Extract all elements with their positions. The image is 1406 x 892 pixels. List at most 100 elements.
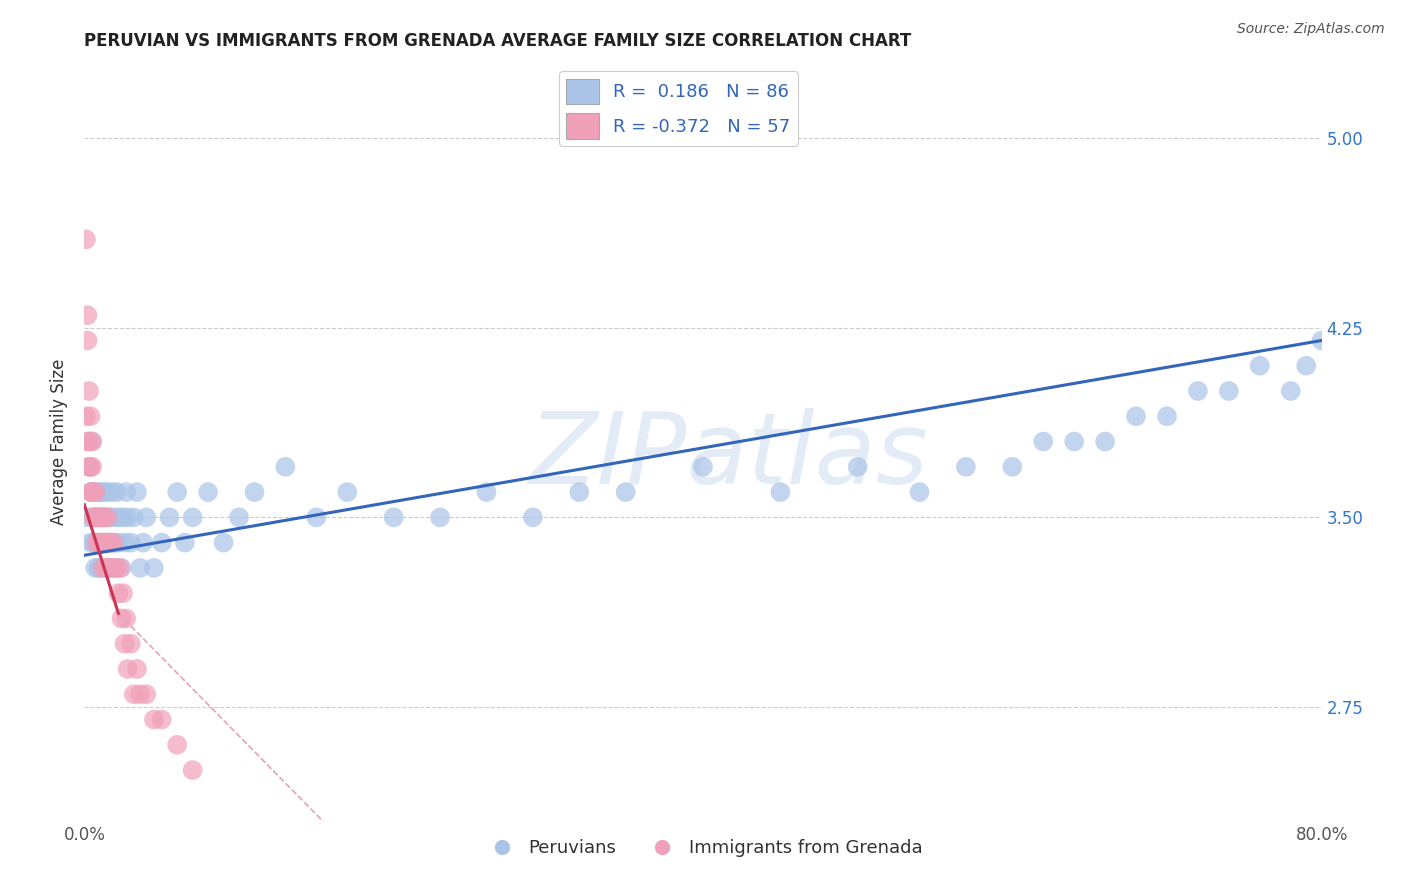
Point	[86, 510, 108, 524]
Point	[94, 535, 117, 549]
Point	[243, 485, 266, 500]
Point	[1125, 409, 1147, 424]
Point	[143, 561, 166, 575]
Point	[117, 510, 139, 524]
Point	[105, 561, 128, 575]
Point	[96, 561, 118, 575]
Point	[110, 561, 132, 575]
Point	[429, 510, 451, 524]
Point	[955, 459, 977, 474]
Point	[908, 485, 931, 500]
Point	[692, 459, 714, 474]
Point	[1249, 359, 1271, 373]
Point	[336, 485, 359, 500]
Point	[82, 459, 104, 474]
Point	[181, 763, 204, 777]
Point	[90, 535, 112, 549]
Y-axis label: Average Family Size: Average Family Size	[51, 359, 69, 524]
Point	[82, 485, 104, 500]
Point	[94, 561, 117, 575]
Point	[76, 434, 98, 449]
Point	[86, 535, 108, 549]
Point	[166, 738, 188, 752]
Point	[87, 510, 110, 524]
Point	[115, 485, 138, 500]
Point	[1218, 384, 1240, 398]
Point	[87, 535, 110, 549]
Point	[98, 535, 121, 549]
Point	[79, 409, 101, 424]
Point	[305, 510, 328, 524]
Point	[94, 510, 117, 524]
Point	[143, 713, 166, 727]
Point	[86, 535, 108, 549]
Point	[522, 510, 544, 524]
Point	[89, 535, 111, 549]
Point	[212, 535, 235, 549]
Point	[150, 535, 173, 549]
Point	[100, 510, 122, 524]
Point	[90, 510, 112, 524]
Point	[114, 637, 136, 651]
Point	[103, 535, 125, 549]
Point	[120, 535, 142, 549]
Point	[104, 561, 127, 575]
Point	[76, 308, 98, 322]
Point	[1187, 384, 1209, 398]
Point	[75, 232, 97, 246]
Point	[82, 434, 104, 449]
Point	[84, 510, 107, 524]
Point	[117, 662, 139, 676]
Point	[1032, 434, 1054, 449]
Point	[108, 561, 131, 575]
Legend: Peruvians, Immigrants from Grenada: Peruvians, Immigrants from Grenada	[477, 832, 929, 864]
Point	[122, 510, 145, 524]
Point	[1001, 459, 1024, 474]
Point	[115, 611, 138, 625]
Point	[1279, 384, 1302, 398]
Point	[1295, 359, 1317, 373]
Point	[1063, 434, 1085, 449]
Point	[135, 510, 157, 524]
Point	[89, 510, 111, 524]
Point	[96, 510, 118, 524]
Point	[89, 510, 111, 524]
Point	[87, 510, 110, 524]
Point	[101, 535, 124, 549]
Point	[129, 561, 152, 575]
Point	[76, 510, 98, 524]
Point	[83, 535, 105, 549]
Point	[120, 637, 142, 651]
Point	[79, 535, 101, 549]
Point	[77, 434, 100, 449]
Point	[98, 510, 121, 524]
Point	[1094, 434, 1116, 449]
Point	[1310, 334, 1333, 348]
Point	[93, 535, 115, 549]
Point	[122, 687, 145, 701]
Point	[98, 561, 121, 575]
Point	[181, 510, 204, 524]
Point	[769, 485, 792, 500]
Point	[197, 485, 219, 500]
Point	[98, 535, 121, 549]
Point	[90, 485, 112, 500]
Point	[129, 687, 152, 701]
Point	[112, 510, 135, 524]
Point	[90, 535, 112, 549]
Point	[228, 510, 250, 524]
Point	[150, 713, 173, 727]
Point	[83, 485, 105, 500]
Point	[159, 510, 180, 524]
Point	[107, 586, 129, 600]
Point	[86, 485, 108, 500]
Point	[110, 611, 132, 625]
Point	[382, 510, 405, 524]
Point	[83, 485, 105, 500]
Point	[174, 535, 197, 549]
Point	[91, 561, 114, 575]
Point	[104, 510, 127, 524]
Point	[614, 485, 637, 500]
Point	[87, 561, 110, 575]
Point	[96, 561, 118, 575]
